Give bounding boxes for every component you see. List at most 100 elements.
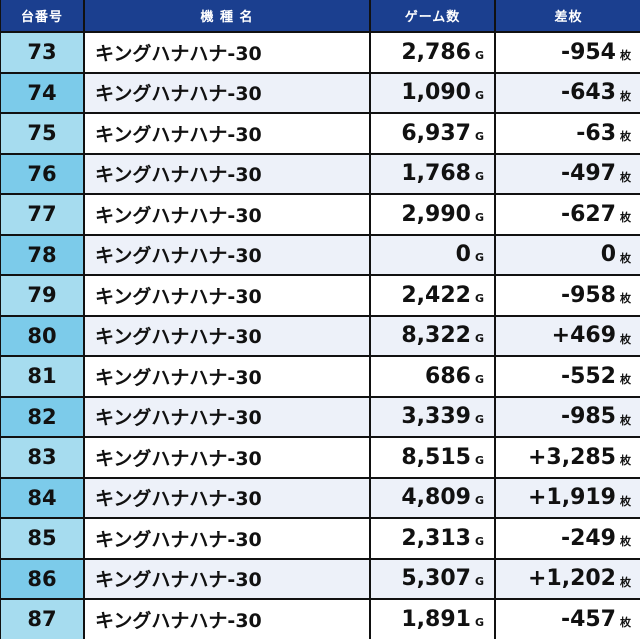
coin-diff: -63 [576, 120, 616, 146]
diff-unit: 枚 [620, 89, 631, 103]
games-unit: G [474, 170, 484, 184]
diff-unit: 枚 [620, 575, 631, 589]
table-row: 83 キングハナハナ-30 8,515 G +3,285 枚 [1, 438, 640, 477]
header-number: 台番号 [1, 0, 83, 31]
coin-diff: -985 [560, 404, 616, 430]
game-count-cell: 1,090 G [371, 73, 494, 112]
table-row: 82 キングハナハナ-30 3,339 G -985 枚 [1, 397, 640, 436]
game-count-cell: 1,891 G [371, 600, 494, 639]
table-row: 81 キングハナハナ-30 686 G -552 枚 [1, 357, 640, 396]
game-count-cell: 4,809 G [371, 478, 494, 517]
diff-cell: -497 枚 [496, 154, 640, 193]
coin-diff: +3,285 [527, 444, 616, 470]
table-row: 78 キングハナハナ-30 0 G 0 枚 [1, 235, 640, 274]
model-name: キングハナハナ-30 [85, 73, 369, 112]
table-row: 75 キングハナハナ-30 6,937 G -63 枚 [1, 114, 640, 153]
header-model: 機 種 名 [85, 0, 369, 31]
diff-unit: 枚 [620, 494, 631, 508]
game-count: 2,422 [401, 282, 471, 308]
model-name: キングハナハナ-30 [85, 33, 369, 72]
game-count: 0 [455, 242, 471, 268]
diff-unit: 枚 [620, 373, 631, 387]
games-unit: G [474, 413, 484, 427]
table-row: 79 キングハナハナ-30 2,422 G -958 枚 [1, 276, 640, 315]
machine-number: 77 [1, 195, 83, 234]
machine-number: 85 [1, 519, 83, 558]
model-name: キングハナハナ-30 [85, 357, 369, 396]
model-name: キングハナハナ-30 [85, 559, 369, 598]
diff-cell: -985 枚 [496, 397, 640, 436]
game-count-cell: 3,339 G [371, 397, 494, 436]
machine-number: 75 [1, 114, 83, 153]
machine-number: 80 [1, 316, 83, 355]
coin-diff: +469 [551, 323, 616, 349]
table-row: 73 キングハナハナ-30 2,786 G -954 枚 [1, 33, 640, 72]
machine-number: 87 [1, 600, 83, 639]
games-unit: G [474, 575, 484, 589]
game-count: 1,891 [401, 606, 471, 632]
diff-unit: 枚 [620, 49, 631, 63]
header-diff: 差枚 [496, 0, 640, 31]
table-row: 76 キングハナハナ-30 1,768 G -497 枚 [1, 154, 640, 193]
game-count: 4,809 [401, 485, 471, 511]
diff-unit: 枚 [620, 292, 631, 306]
coin-diff: +1,202 [527, 566, 616, 592]
coin-diff: 0 [600, 242, 616, 268]
games-unit: G [474, 372, 484, 386]
game-count-cell: 2,422 G [371, 276, 494, 315]
game-count-cell: 5,307 G [371, 559, 494, 598]
model-name: キングハナハナ-30 [85, 478, 369, 517]
games-unit: G [474, 48, 484, 62]
table-row: 74 キングハナハナ-30 1,090 G -643 枚 [1, 73, 640, 112]
model-name: キングハナハナ-30 [85, 316, 369, 355]
coin-diff: -457 [560, 606, 616, 632]
diff-unit: 枚 [620, 130, 631, 144]
diff-unit: 枚 [620, 211, 631, 225]
machine-number: 78 [1, 235, 83, 274]
machine-number: 73 [1, 33, 83, 72]
model-name: キングハナハナ-30 [85, 438, 369, 477]
game-count: 8,515 [401, 444, 471, 470]
machine-number: 83 [1, 438, 83, 477]
games-unit: G [474, 291, 484, 305]
diff-cell: +1,919 枚 [496, 478, 640, 517]
diff-cell: -552 枚 [496, 357, 640, 396]
header-games: ゲーム数 [371, 0, 494, 31]
game-count-cell: 2,786 G [371, 33, 494, 72]
table-body: 73 キングハナハナ-30 2,786 G -954 枚 74 キングハナハナ-30 1,090… [0, 33, 640, 639]
model-name: キングハナハナ-30 [85, 276, 369, 315]
diff-unit: 枚 [620, 170, 631, 184]
game-count-cell: 8,515 G [371, 438, 494, 477]
machine-number: 74 [1, 73, 83, 112]
diff-cell: -627 枚 [496, 195, 640, 234]
games-unit: G [474, 494, 484, 508]
diff-cell: -63 枚 [496, 114, 640, 153]
games-unit: G [474, 332, 484, 346]
game-count-cell: 6,937 G [371, 114, 494, 153]
games-unit: G [474, 534, 484, 548]
diff-unit: 枚 [620, 251, 631, 265]
table-row: 80 キングハナハナ-30 8,322 G +469 枚 [1, 316, 640, 355]
model-name: キングハナハナ-30 [85, 600, 369, 639]
coin-diff: -958 [560, 282, 616, 308]
table-row: 77 キングハナハナ-30 2,990 G -627 枚 [1, 195, 640, 234]
game-count: 6,937 [401, 120, 471, 146]
diff-cell: +3,285 枚 [496, 438, 640, 477]
coin-diff: -627 [560, 201, 616, 227]
model-name: キングハナハナ-30 [85, 154, 369, 193]
game-count: 2,786 [401, 39, 471, 65]
diff-unit: 枚 [620, 454, 631, 468]
model-name: キングハナハナ-30 [85, 519, 369, 558]
machine-number: 76 [1, 154, 83, 193]
game-count-cell: 686 G [371, 357, 494, 396]
game-count-cell: 1,768 G [371, 154, 494, 193]
diff-cell: -958 枚 [496, 276, 640, 315]
game-count: 686 [425, 363, 471, 389]
diff-cell: -643 枚 [496, 73, 640, 112]
machine-number: 82 [1, 397, 83, 436]
games-unit: G [474, 129, 484, 143]
coin-diff: -497 [560, 161, 616, 187]
game-count: 2,313 [401, 525, 471, 551]
